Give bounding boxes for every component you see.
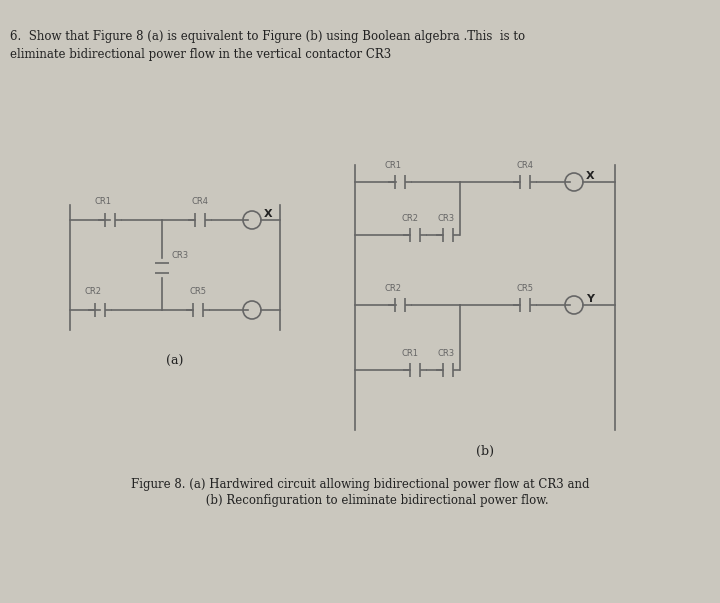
Text: CR1: CR1	[94, 197, 112, 206]
Text: (a): (a)	[166, 355, 184, 368]
Text: CR2: CR2	[402, 214, 418, 223]
Text: CR3: CR3	[438, 349, 454, 358]
Text: (b) Reconfiguration to eliminate bidirectional power flow.: (b) Reconfiguration to eliminate bidirec…	[171, 494, 549, 507]
Text: CR3: CR3	[171, 251, 188, 260]
Text: X: X	[586, 171, 595, 181]
Text: 6.  Show that Figure 8 (a) is equivalent to Figure (b) using Boolean algebra .Th: 6. Show that Figure 8 (a) is equivalent …	[10, 30, 525, 61]
Text: CR3: CR3	[438, 214, 454, 223]
Text: CR1: CR1	[402, 349, 418, 358]
Text: CR2: CR2	[84, 287, 102, 296]
Text: (b): (b)	[476, 445, 494, 458]
Text: CR4: CR4	[516, 161, 534, 170]
Text: X: X	[264, 209, 273, 219]
Text: CR2: CR2	[384, 284, 402, 293]
Text: Figure 8. (a) Hardwired circuit allowing bidirectional power flow at CR3 and: Figure 8. (a) Hardwired circuit allowing…	[131, 478, 589, 491]
Text: CR1: CR1	[384, 161, 402, 170]
Text: CR5: CR5	[189, 287, 207, 296]
Text: CR4: CR4	[192, 197, 209, 206]
Text: Y: Y	[586, 294, 594, 304]
Text: CR5: CR5	[516, 284, 534, 293]
